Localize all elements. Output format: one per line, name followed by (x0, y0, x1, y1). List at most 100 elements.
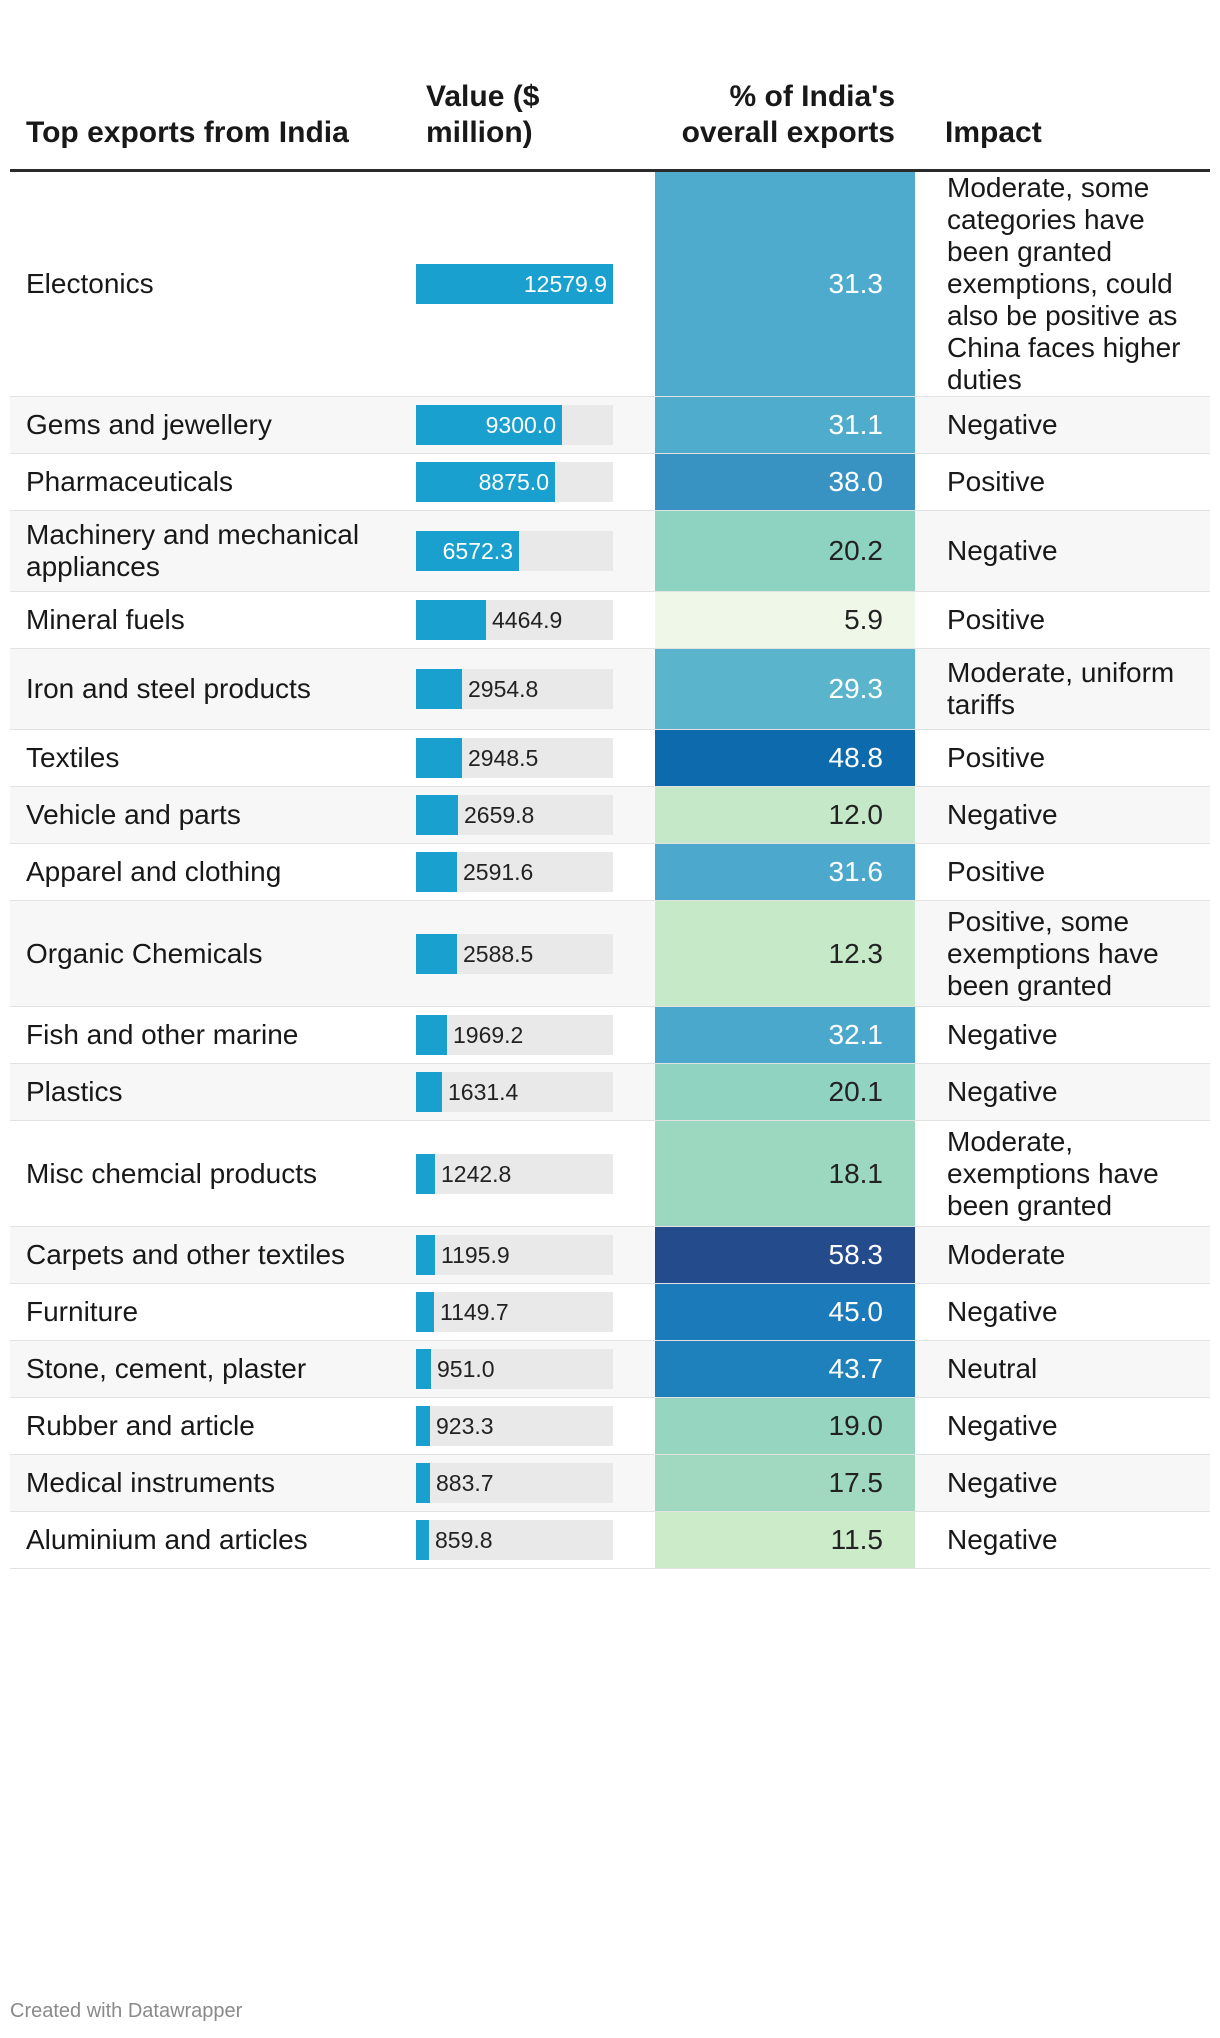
table-row: Iron and steel products 2954.8 29.3 Moderat… (10, 648, 1210, 730)
value-cell: 8875.0 (416, 453, 655, 511)
value-bar (416, 1153, 435, 1194)
value-label: 923.3 (436, 1413, 494, 1439)
export-name: Apparel and clothing (10, 843, 416, 901)
value-cell: 2948.5 (416, 729, 655, 787)
impact-cell: Moderate, some categories have been gran… (915, 172, 1210, 397)
percent-cell: 29.3 (655, 648, 915, 730)
value-label: 2948.5 (468, 745, 539, 771)
table-row: Aluminium and articles 859.8 11.5 Negative (10, 1511, 1210, 1569)
percent-cell: 58.3 (655, 1226, 915, 1284)
percent-cell: 12.3 (655, 900, 915, 1007)
percent-cell: 20.2 (655, 510, 915, 592)
value-cell: 1631.4 (416, 1063, 655, 1121)
percent-cell: 20.1 (655, 1063, 915, 1121)
export-name: Electonics (10, 172, 416, 397)
impact-cell: Moderate, uniform tariffs (915, 648, 1210, 730)
export-name: Misc chemcial products (10, 1120, 416, 1227)
table-row: Electonics 12579.9 31.3 Moderate, some cate… (10, 172, 1210, 397)
value-bar-track: 2588.5 (416, 933, 613, 974)
impact-cell: Positive (915, 843, 1210, 901)
value-bar-track: 883.7 (416, 1463, 613, 1503)
impact-cell: Moderate (915, 1226, 1210, 1284)
value-bar-track: 2591.6 (416, 852, 613, 892)
impact-cell: Negative (915, 1454, 1210, 1512)
export-name: Carpets and other textiles (10, 1226, 416, 1284)
export-name: Gems and jewellery (10, 396, 416, 454)
value-cell: 1242.8 (416, 1120, 655, 1227)
header-impact: Impact (945, 116, 1042, 149)
value-bar (416, 1292, 434, 1332)
export-name: Textiles (10, 729, 416, 787)
value-label: 1149.7 (440, 1299, 509, 1325)
table-row: Stone, cement, plaster 951.0 43.7 Neutral (10, 1340, 1210, 1398)
table-row: Rubber and article 923.3 19.0 Negative (10, 1397, 1210, 1455)
export-name: Aluminium and articles (10, 1511, 416, 1569)
table-row: Carpets and other textiles 1195.9 58.3 Mode… (10, 1226, 1210, 1284)
value-bar (416, 462, 555, 502)
value-bar (416, 1406, 430, 1446)
value-bar (416, 1520, 429, 1560)
percent-cell: 43.7 (655, 1340, 915, 1398)
value-cell: 2591.6 (416, 843, 655, 901)
value-bar (416, 795, 458, 835)
value-bar-track: 2659.8 (416, 795, 613, 835)
header-percent: % of India's overall exports (681, 80, 895, 149)
value-label: 1631.4 (448, 1079, 519, 1105)
value-cell: 883.7 (416, 1454, 655, 1512)
impact-cell: Positive (915, 591, 1210, 649)
percent-cell: 31.1 (655, 396, 915, 454)
value-cell: 12579.9 (416, 172, 655, 397)
value-bar-track: 4464.9 (416, 600, 613, 640)
table-row: Textiles 2948.5 48.8 Positive (10, 729, 1210, 787)
header-value: Value ($ million) (426, 80, 540, 149)
value-bar (416, 405, 562, 445)
value-bar-track: 9300.0 (416, 405, 613, 445)
percent-cell: 45.0 (655, 1283, 915, 1341)
percent-cell: 12.0 (655, 786, 915, 844)
value-bar (416, 852, 457, 892)
impact-cell: Negative (915, 396, 1210, 454)
value-label: 8875.0 (478, 469, 549, 495)
table-row: Organic Chemicals 2588.5 12.3 Positive, som… (10, 900, 1210, 1007)
table-row: Vehicle and parts 2659.8 12.0 Negative (10, 786, 1210, 844)
table-row: Plastics 1631.4 20.1 Negative (10, 1063, 1210, 1121)
impact-cell: Negative (915, 510, 1210, 592)
percent-cell: 31.3 (655, 172, 915, 397)
value-bar (416, 1349, 431, 1389)
export-name: Mineral fuels (10, 591, 416, 649)
value-cell: 1969.2 (416, 1006, 655, 1064)
percent-cell: 5.9 (655, 591, 915, 649)
value-label: 1969.2 (453, 1022, 524, 1048)
value-bar-track: 1969.2 (416, 1015, 613, 1055)
value-bar-track: 1149.7 (416, 1292, 613, 1332)
export-name: Fish and other marine (10, 1006, 416, 1064)
value-bar-track: 8875.0 (416, 462, 613, 502)
value-bar-track: 1195.9 (416, 1235, 613, 1275)
value-bar (416, 600, 486, 640)
impact-cell: Negative (915, 1283, 1210, 1341)
value-bar (416, 531, 519, 571)
export-name: Machinery and mechanical appliances (10, 510, 416, 592)
value-cell: 951.0 (416, 1340, 655, 1398)
export-name: Furniture (10, 1283, 416, 1341)
value-label: 883.7 (436, 1470, 494, 1496)
export-name: Rubber and article (10, 1397, 416, 1455)
export-name: Vehicle and parts (10, 786, 416, 844)
value-bar-track: 2954.8 (416, 669, 613, 709)
export-name: Organic Chemicals (10, 900, 416, 1007)
table-body: Electonics 12579.9 31.3 Moderate, some cate… (10, 172, 1210, 1569)
table-row: Gems and jewellery 9300.0 31.1 Negative (10, 396, 1210, 454)
percent-cell: 48.8 (655, 729, 915, 787)
value-bar (416, 264, 613, 304)
value-bar-track: 859.8 (416, 1520, 613, 1560)
value-cell: 2588.5 (416, 900, 655, 1007)
percent-cell: 11.5 (655, 1511, 915, 1569)
value-label: 4464.9 (492, 607, 563, 633)
impact-cell: Negative (915, 1397, 1210, 1455)
value-label: 2954.8 (468, 676, 539, 702)
value-bar-track: 923.3 (416, 1406, 613, 1446)
table-rows: Electonics 12579.9 31.3 Moderate, some cate… (10, 172, 1210, 1569)
value-bar-track: 12579.9 (416, 264, 613, 304)
table-row: Mineral fuels 4464.9 5.9 Positive (10, 591, 1210, 649)
export-name: Medical instruments (10, 1454, 416, 1512)
